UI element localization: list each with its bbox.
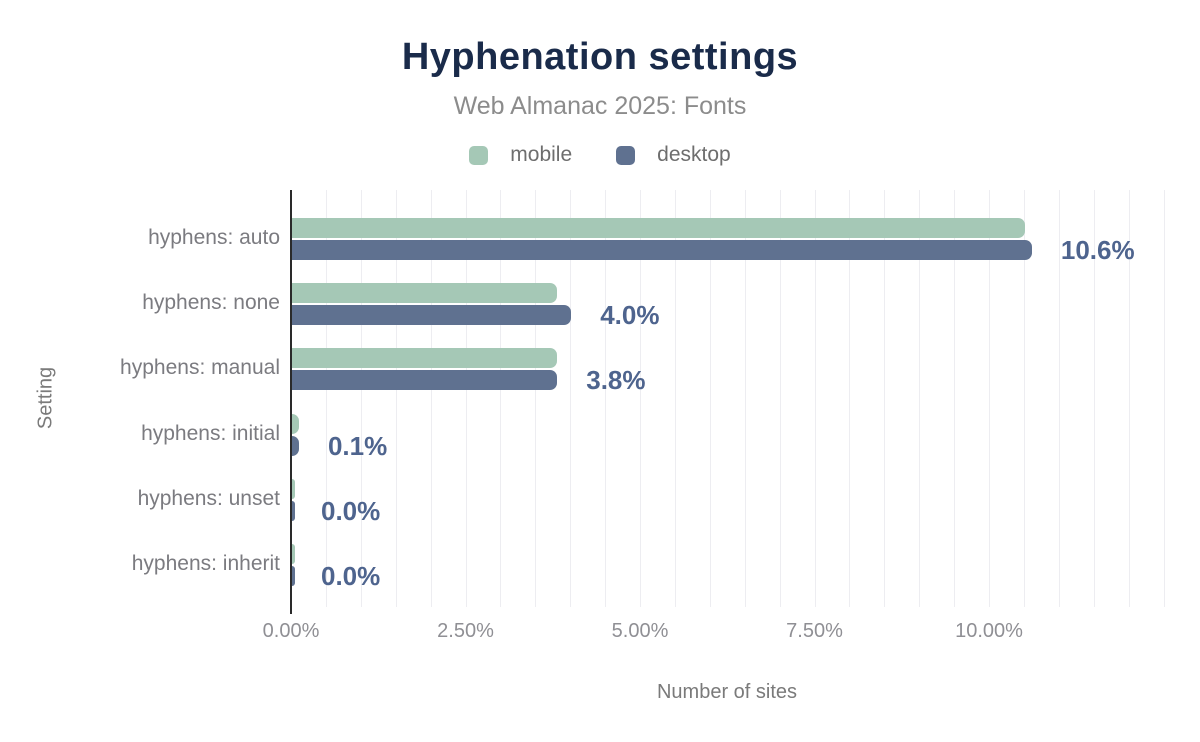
category-label: hyphens: unset [137,486,280,510]
x-tick-label: 0.00% [262,620,320,642]
bar-desktop [292,240,1032,260]
gridline [954,190,956,607]
gridline [744,190,746,607]
bar-mobile [292,478,295,499]
value-label: 0.0% [321,561,381,591]
gridline [500,190,502,607]
gridline [535,190,537,607]
category-label: hyphens: auto [148,226,280,249]
gridline [465,190,467,607]
gridline [814,190,816,607]
category-label: hyphens: none [142,291,280,315]
category-label: hyphens: initial [141,421,280,445]
bar-mobile [292,218,1025,238]
bar-mobile [292,544,295,564]
mobile-swatch-icon [469,145,489,165]
bar-mobile [292,413,299,434]
gridline [1128,190,1130,607]
gridline [1058,190,1060,607]
gridline [1163,190,1165,607]
gridline [570,190,572,607]
gridline [919,190,921,607]
desktop-swatch-icon [616,145,636,165]
x-tick-label: 10.00% [955,620,1023,642]
gridline [605,190,607,607]
bar-mobile [292,283,557,304]
gridline [709,190,711,607]
value-label: 3.8% [586,365,646,396]
chart-title: Hyphenation settings [401,36,799,78]
y-axis-title: Setting [34,366,57,430]
gridline [395,190,397,607]
bar-desktop [292,370,557,391]
x-tick-label: 5.00% [611,620,669,642]
gridline [884,190,886,607]
gridline [779,190,781,607]
x-tick-label: 7.50% [786,620,843,642]
value-label: 0.1% [327,430,388,461]
bar-desktop [292,500,295,521]
gridline [989,190,990,607]
legend-label-mobile: mobile [510,143,573,166]
legend-label-desktop: desktop [657,143,731,166]
value-label: 10.6% [1060,235,1135,265]
gridline [1023,190,1025,607]
bar-mobile [292,348,557,369]
x-axis-title: Number of sites [656,681,798,703]
category-label: hyphens: manual [120,356,280,380]
bar-desktop [292,566,295,586]
x-tick-label: 2.50% [437,620,494,642]
y-axis-line [290,190,292,614]
gridline [325,190,327,607]
bar-desktop [292,305,571,326]
value-label: 4.0% [600,300,660,331]
legend: mobile desktop [0,143,1200,167]
gridline [674,190,676,607]
gridline [360,190,362,607]
chart-subtitle: Web Almanac 2025: Fonts [453,92,747,120]
legend-item-mobile[interactable]: mobile [469,143,572,167]
value-label: 0.0% [321,495,381,526]
legend-item-desktop[interactable]: desktop [616,143,731,167]
gridline [640,190,641,607]
category-label: hyphens: inherit [131,552,280,575]
bar-desktop [292,435,299,456]
gridline [849,190,851,607]
gridline [430,190,432,607]
gridline [1093,190,1095,607]
